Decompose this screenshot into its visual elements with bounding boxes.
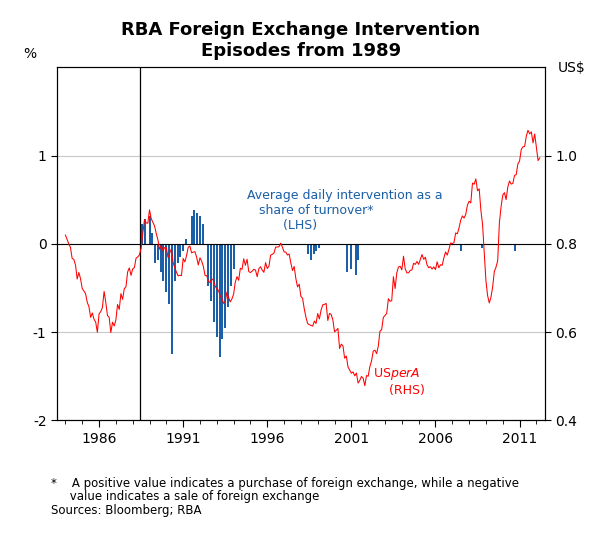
Bar — [182, 244, 184, 251]
Bar — [350, 244, 352, 268]
Y-axis label: US$: US$ — [558, 61, 586, 75]
Bar — [142, 224, 143, 244]
Bar — [307, 244, 309, 254]
Bar — [316, 244, 317, 251]
Bar — [176, 244, 179, 264]
Bar — [233, 244, 235, 268]
Bar — [216, 244, 218, 336]
Bar — [224, 244, 226, 328]
Bar — [481, 244, 483, 248]
Bar — [171, 244, 173, 354]
Bar — [185, 239, 187, 244]
Bar — [213, 244, 215, 322]
Bar — [163, 244, 164, 281]
Bar — [202, 224, 204, 244]
Bar — [179, 244, 181, 257]
Bar — [196, 213, 198, 244]
Bar — [227, 244, 229, 307]
Bar — [460, 244, 462, 251]
Bar — [154, 244, 156, 264]
Text: US$ per A$
    (RHS): US$ per A$ (RHS) — [373, 365, 425, 397]
Bar — [313, 244, 314, 254]
Bar — [199, 216, 201, 244]
Bar — [168, 244, 170, 304]
Bar — [310, 244, 311, 260]
Bar — [149, 216, 151, 244]
Bar — [355, 244, 356, 275]
Text: value indicates a sale of foreign exchange: value indicates a sale of foreign exchan… — [51, 490, 319, 503]
Bar — [193, 210, 196, 244]
Bar — [174, 244, 176, 281]
Text: Sources: Bloomberg; RBA: Sources: Bloomberg; RBA — [51, 504, 202, 517]
Bar — [218, 244, 221, 357]
Bar — [514, 244, 517, 251]
Bar — [191, 216, 193, 244]
Bar — [157, 244, 159, 260]
Bar — [221, 244, 223, 339]
Text: Average daily intervention as a
   share of turnover*
         (LHS): Average daily intervention as a share of… — [247, 189, 443, 232]
Y-axis label: %: % — [23, 47, 37, 61]
Bar — [166, 244, 167, 293]
Bar — [144, 219, 146, 244]
Bar — [210, 244, 212, 301]
Bar — [346, 244, 348, 272]
Bar — [230, 244, 232, 286]
Bar — [358, 244, 359, 260]
Bar — [151, 233, 154, 244]
Title: RBA Foreign Exchange Intervention
Episodes from 1989: RBA Foreign Exchange Intervention Episod… — [121, 22, 481, 60]
Bar — [208, 244, 209, 286]
Bar — [160, 244, 162, 272]
Bar — [318, 244, 320, 248]
Text: *    A positive value indicates a purchase of foreign exchange, while a negative: * A positive value indicates a purchase … — [51, 477, 519, 490]
